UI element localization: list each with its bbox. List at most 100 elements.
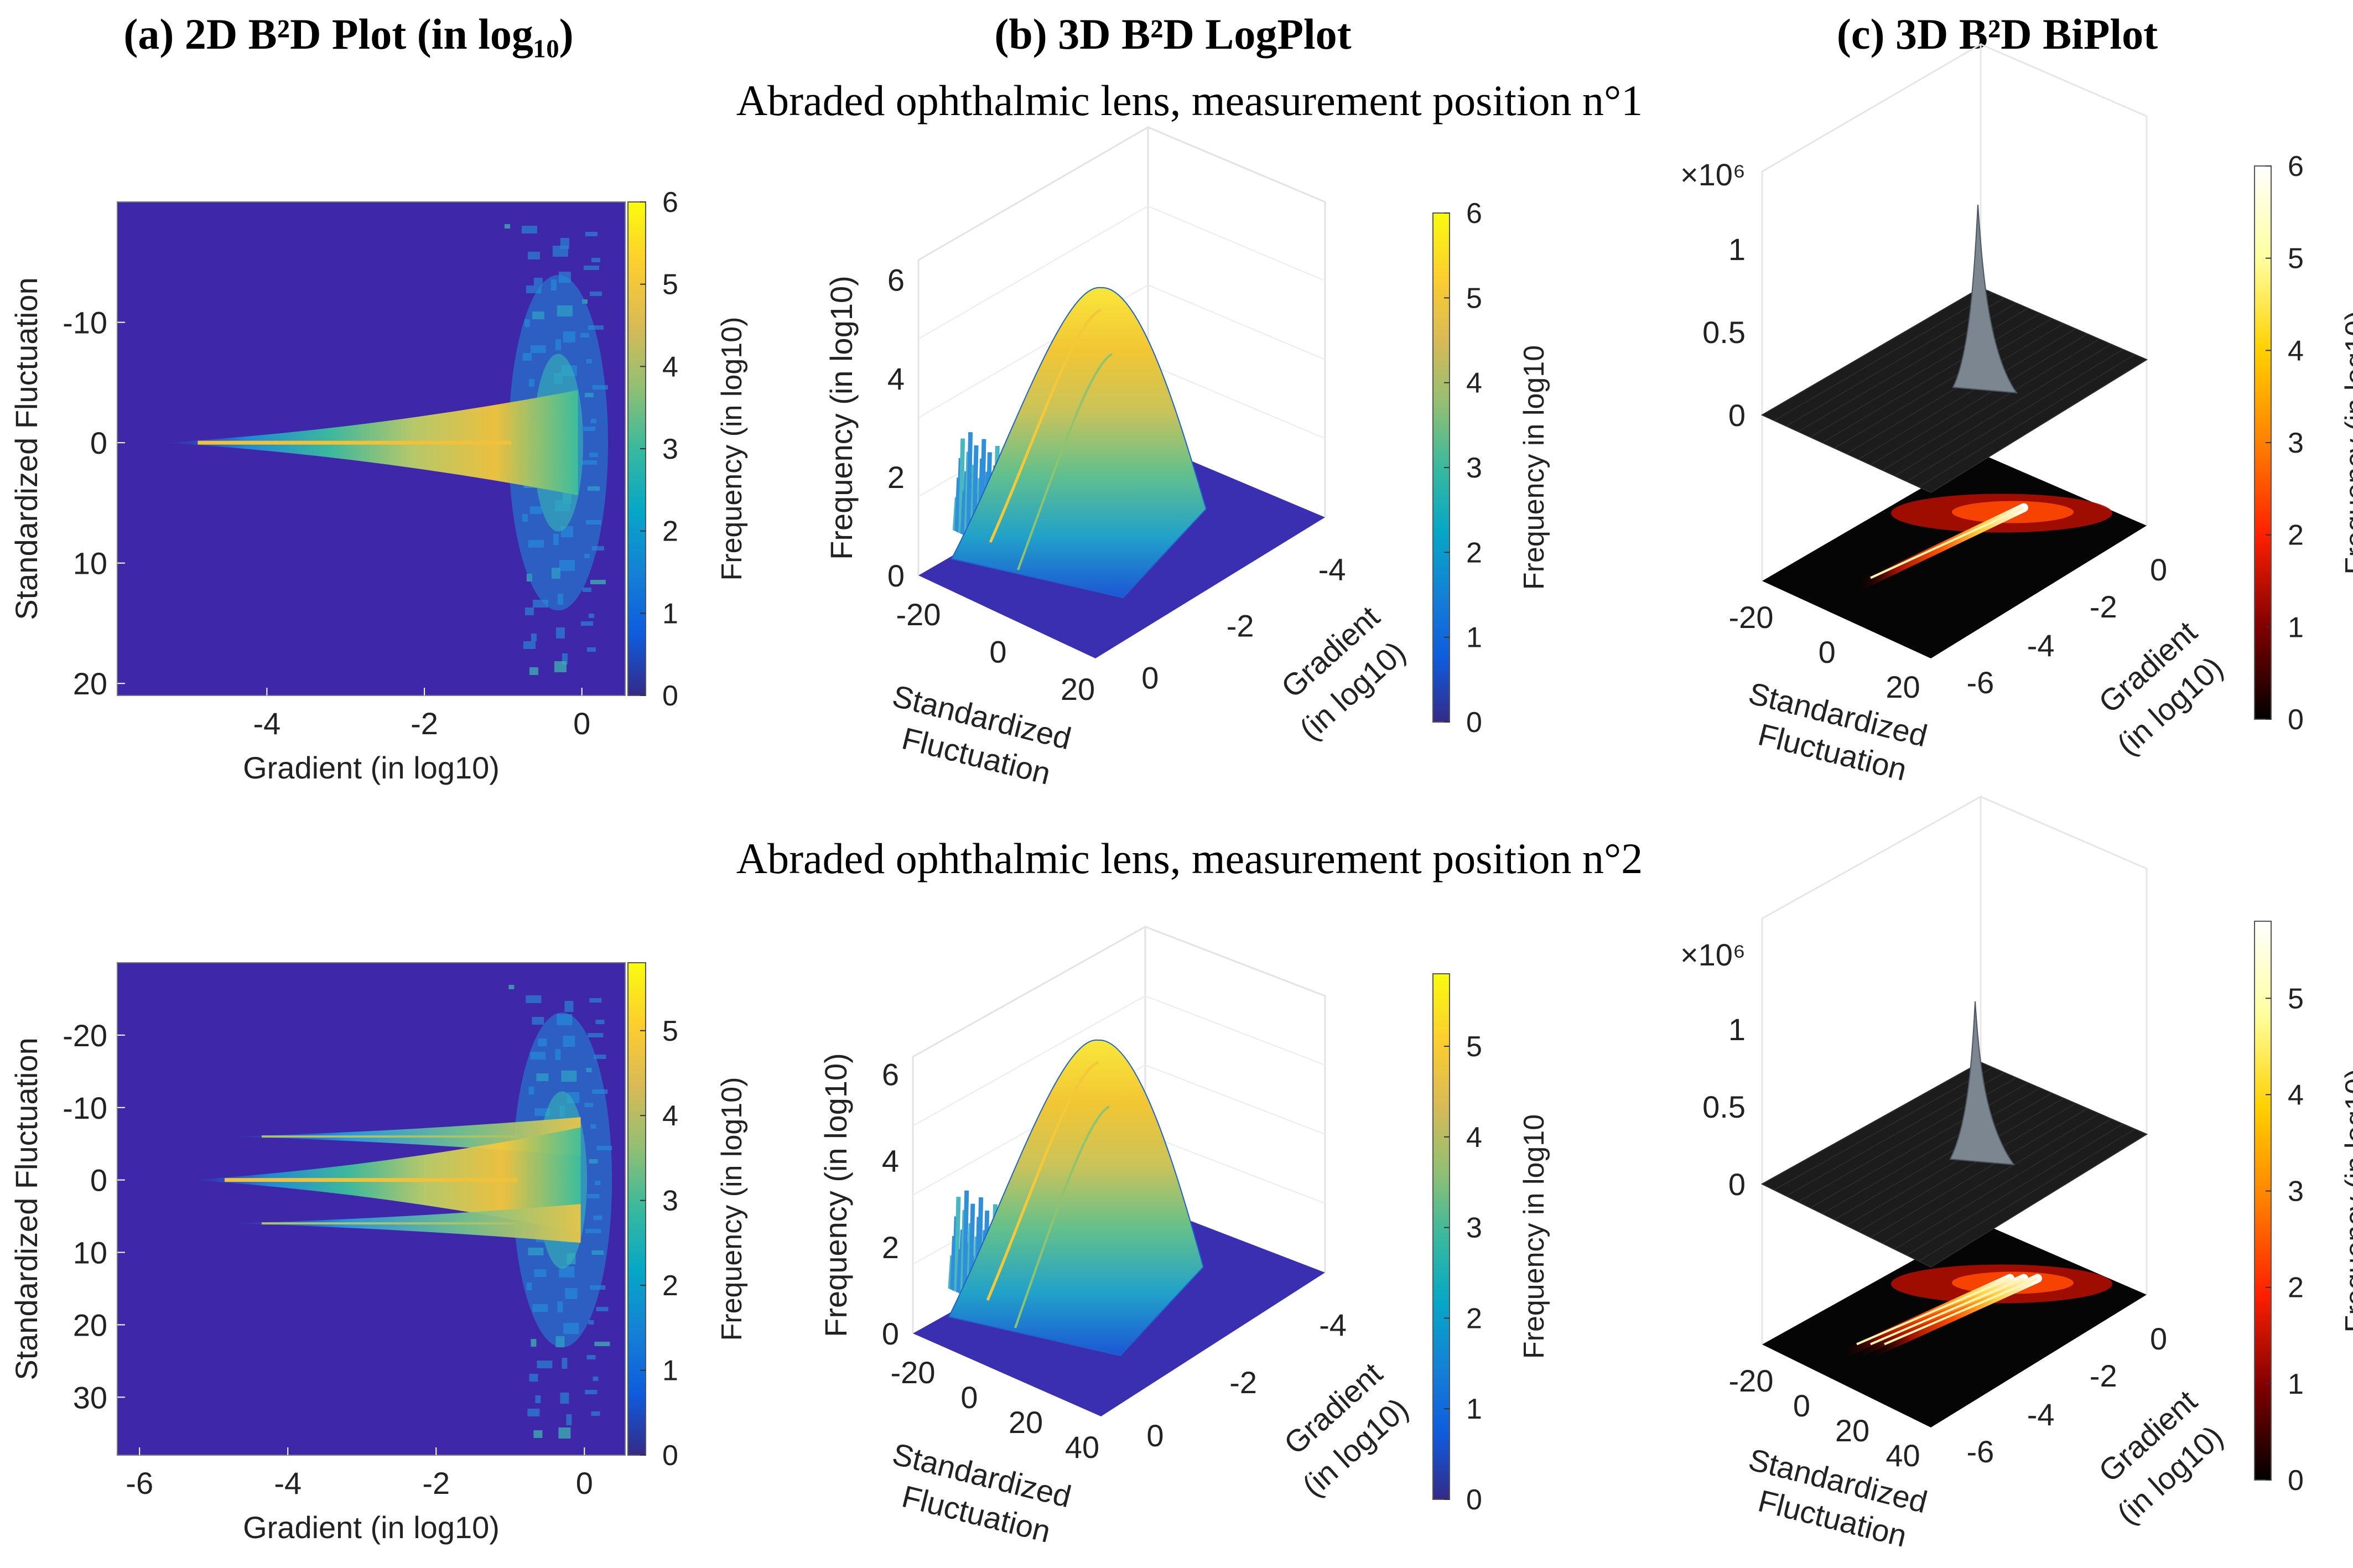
- heatmap-speckle: [591, 1411, 600, 1416]
- heatmap-speckle: [588, 1033, 604, 1037]
- biplot-surface-mesh: [1858, 1103, 2076, 1232]
- heatmap-speckle: [552, 246, 568, 257]
- heatmap-y-label: Standardized Fluctuation: [9, 277, 44, 620]
- biplot-colorbar-tick-label: 3: [2288, 1176, 2304, 1208]
- biplot-hot-streak-highlight: [1856, 1277, 2011, 1346]
- heatmap-speckle: [529, 667, 538, 675]
- heatmap-speckle: [564, 1001, 574, 1012]
- row-2-title: Abraded ophthalmic lens, measurement pos…: [736, 834, 1643, 882]
- biplot-surface-mesh: [1846, 1098, 2064, 1226]
- biplot-y-tick-label: 0: [2150, 552, 2167, 587]
- biplot-colorbar-tick-label: 0: [2288, 1465, 2304, 1497]
- biplot-surface-mesh: [1894, 1118, 2112, 1250]
- biplot-surface-mesh: [1774, 292, 1993, 421]
- biplot-colorbar-tick-label: 4: [2288, 335, 2304, 367]
- logplot-z-tick-label: 0: [887, 558, 905, 593]
- heatmap-speckle: [585, 232, 598, 236]
- biplot-colorbar-label: Frequency (in log10): [2340, 311, 2353, 575]
- biplot-x-tick-label: -20: [1729, 600, 1774, 635]
- biplot-surface-mesh: [1834, 1093, 2052, 1220]
- logplot-colorbar-tick-label: 4: [1466, 367, 1482, 399]
- heatmap-speckle: [586, 647, 596, 652]
- heatmap-y-tick-label: 20: [73, 666, 107, 701]
- logplot-colorbar-tick-label: 2: [1466, 1302, 1482, 1335]
- heatmap-colorbar-tick-label: 6: [662, 186, 678, 219]
- logplot-gridline: [912, 995, 1146, 1126]
- biplot-surface-mesh: [1834, 318, 2052, 449]
- biplot-x-tick-label: 0: [1793, 1388, 1810, 1423]
- biplot-x-tick-label: 20: [1835, 1413, 1869, 1448]
- row-2-3d-biplot: 00.51×10⁶-2002040StandardizedFluctuation…: [1680, 795, 2353, 1554]
- heatmap-speckle: [521, 226, 537, 233]
- heatmap-speckle: [594, 1055, 606, 1059]
- heatmap-x-label: Gradient (in log10): [243, 1510, 500, 1545]
- biplot-exponent-label: ×10⁶: [1680, 937, 1746, 972]
- biplot-colorbar-label: Frequency (in log10): [2340, 1069, 2353, 1333]
- heatmap-speckle: [523, 641, 536, 649]
- logplot-back-frame: [1145, 926, 1326, 1273]
- logplot-colorbar-label: Frequency in log10: [1518, 1114, 1550, 1359]
- biplot-colorbar-tick-label: 5: [2288, 983, 2304, 1015]
- heatmap-speckle: [589, 292, 602, 296]
- heatmap-speckle: [527, 1409, 540, 1416]
- heatmap-speckle: [529, 1374, 538, 1382]
- row-1-3d-biplot: 00.51×10⁶-20020StandardizedFluctuation-6…: [1680, 43, 2353, 787]
- biplot-y-tick-label: 0: [2150, 1321, 2167, 1356]
- panel-c-header: (c) 3D B²D BiPlot: [1837, 10, 2158, 58]
- logplot-gridline: [1145, 1134, 1326, 1204]
- heatmap-speckle: [593, 1377, 599, 1381]
- biplot-surface-mesh: [1858, 328, 2076, 460]
- biplot-surface-mesh: [1846, 323, 2064, 454]
- logplot-x-tick-label: 20: [1009, 1405, 1043, 1440]
- biplot-surface-mesh: [1822, 1087, 2040, 1214]
- heatmap-speckle: [532, 1017, 544, 1025]
- logplot-gridline: [1147, 284, 1326, 360]
- biplot-z-tick-label: 0.5: [1702, 1089, 1746, 1124]
- logplot-gridline: [1147, 205, 1326, 282]
- heatmap-colorbar-label: Frequency (in log10): [716, 317, 748, 581]
- biplot-x-tick-label: 0: [1819, 635, 1836, 669]
- heatmap-speckle: [524, 608, 534, 615]
- biplot-surface-mesh: [1870, 1108, 2088, 1238]
- logplot-back-frame: [1147, 126, 1326, 517]
- logplot-z-tick-label: 4: [887, 361, 905, 396]
- panel-b-letter: b: [1009, 10, 1032, 58]
- biplot-lower-plane: [1762, 1223, 2147, 1427]
- heatmap-speckle: [585, 1390, 598, 1394]
- biplot-z-tick-label: 0.5: [1702, 315, 1746, 350]
- heatmap-colorbar-tick-label: 3: [662, 1185, 678, 1217]
- biplot-surface-mesh: [1907, 1123, 2123, 1256]
- biplot-hot-streak-highlight: [1870, 506, 2024, 579]
- panel-b-title: 3D B²D LogPlot: [1058, 10, 1351, 58]
- logplot-colorbar-tick-label: 1: [1466, 1393, 1482, 1425]
- logplot-gridline: [1145, 995, 1326, 1066]
- logplot-spike: [958, 438, 965, 533]
- biplot-surface-mesh: [1774, 1067, 1993, 1191]
- biplot-colorbar-tick-label: 1: [2288, 1368, 2304, 1400]
- heatmap-x-tick-label: -4: [253, 706, 281, 741]
- heatmap-colorbar-tick-label: 0: [662, 680, 678, 712]
- logplot-z-label: Frequency (in log10): [824, 276, 859, 560]
- biplot-peak: [1952, 204, 2018, 394]
- logplot-gridline: [1145, 1065, 1326, 1135]
- heatmap-colorbar-tick-label: 5: [662, 1015, 678, 1047]
- biplot-surface-mesh: [1894, 344, 2112, 476]
- logplot-z-tick-label: 4: [882, 1144, 899, 1178]
- heatmap-colorbar-tick-label: 0: [662, 1440, 678, 1472]
- logplot-z-tick-label: 6: [882, 1057, 899, 1092]
- heatmap-speckle: [582, 588, 591, 592]
- logplot-y-tick-label: -4: [1318, 552, 1346, 586]
- logplot-gridline: [1147, 363, 1326, 439]
- biplot-z-tick-label: 1: [1728, 1012, 1746, 1047]
- heatmap-x-tick-label: 0: [573, 706, 590, 741]
- biplot-surface-mesh: [1882, 1113, 2100, 1244]
- heatmap-speckle: [560, 1393, 569, 1404]
- heatmap-speckle: [533, 278, 543, 285]
- logplot-peak-ridge: [1014, 1105, 1110, 1328]
- heatmap-y-tick-label: -10: [63, 305, 107, 340]
- heatmap-y-tick-label: 0: [90, 1163, 107, 1198]
- panel-a-letter: a: [138, 10, 159, 58]
- biplot-hot-streak-highlight: [1884, 1277, 2038, 1346]
